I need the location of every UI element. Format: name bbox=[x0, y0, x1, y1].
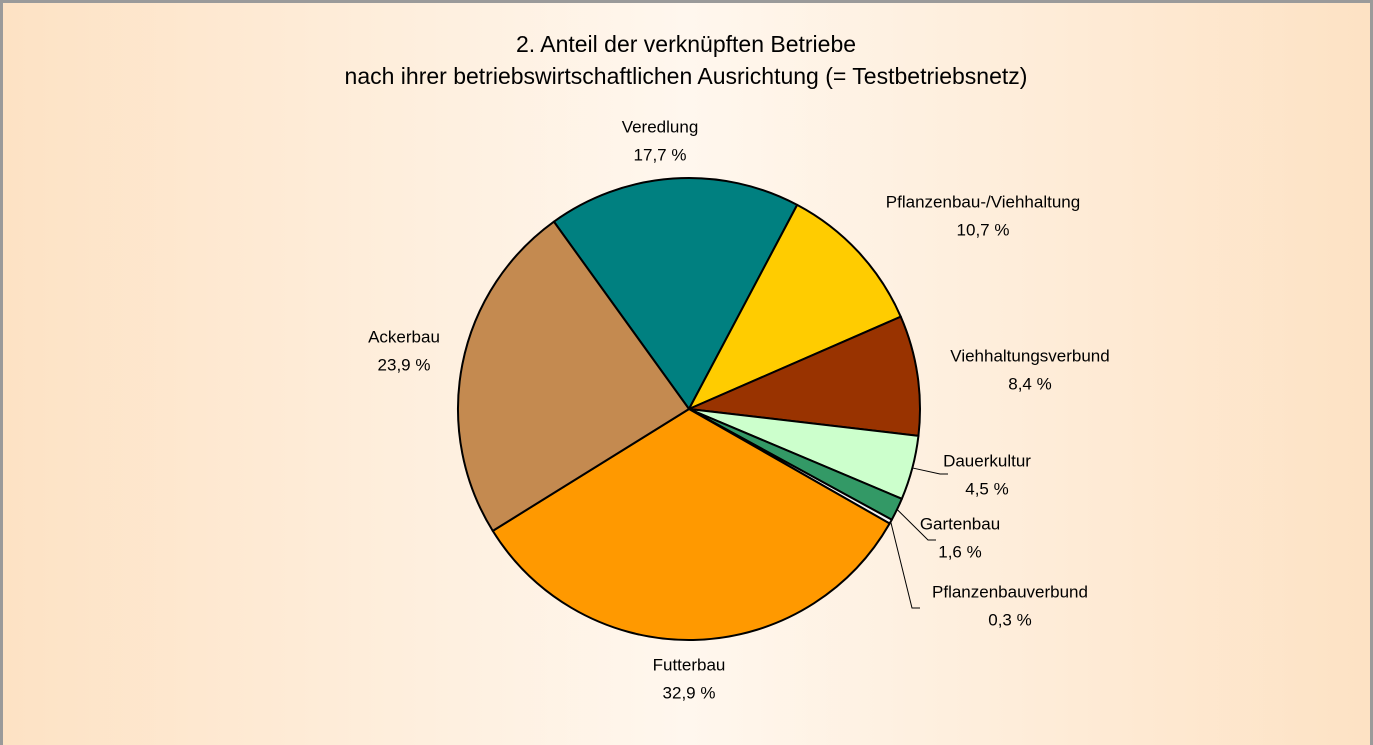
pie-slice bbox=[552, 177, 799, 410]
pie-slice bbox=[688, 315, 921, 437]
slice-value-label: 32,9 % bbox=[663, 683, 716, 702]
chart-title: 2. Anteil der verknüpften Betriebe bbox=[516, 31, 856, 57]
slice-label: Ackerbau bbox=[368, 327, 440, 346]
pie-slice bbox=[457, 220, 690, 532]
pie-slice bbox=[688, 203, 902, 410]
slice-value-label: 10,7 % bbox=[957, 220, 1010, 239]
slice-value-label: 1,6 % bbox=[938, 542, 981, 561]
pie-slice bbox=[491, 408, 891, 641]
slice-value-label: 17,7 % bbox=[634, 145, 687, 164]
slice-label: Futterbau bbox=[653, 655, 726, 674]
chart-title: nach ihrer betriebswirtschaftlichen Ausr… bbox=[345, 63, 1028, 89]
slice-label: Veredlung bbox=[622, 117, 699, 136]
leader-line bbox=[912, 467, 948, 475]
slice-label: Pflanzenbau-/Viehhaltung bbox=[886, 192, 1080, 211]
leader-line bbox=[890, 521, 920, 609]
slice-label: Pflanzenbauverbund bbox=[932, 582, 1088, 601]
slice-value-label: 0,3 % bbox=[988, 610, 1031, 629]
leader-line bbox=[896, 509, 936, 541]
slice-label: Dauerkultur bbox=[943, 451, 1031, 470]
slice-value-label: 4,5 % bbox=[965, 479, 1008, 498]
slice-value-label: 23,9 % bbox=[378, 355, 431, 374]
slice-label: Viehhaltungsverbund bbox=[950, 346, 1109, 365]
slice-label: Gartenbau bbox=[920, 514, 1000, 533]
slice-value-label: 8,4 % bbox=[1008, 374, 1051, 393]
